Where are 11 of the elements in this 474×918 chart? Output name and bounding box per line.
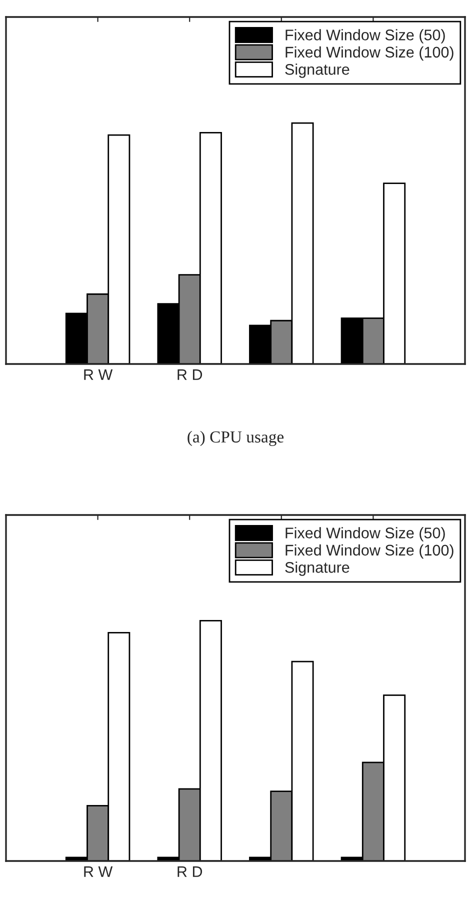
x-tick-label: R D — [178, 369, 202, 380]
legend-label: Signature — [285, 64, 350, 78]
legend-label: Fixed Window Size (100) — [286, 544, 454, 559]
x-tick-label: R D — [178, 866, 202, 877]
legend-label: Fixed Window Size (50) — [286, 29, 445, 44]
legend-label: Fixed Window Size (50) — [286, 527, 445, 542]
legend-label: Signature — [285, 562, 350, 576]
x-tick-label: R W — [84, 369, 113, 380]
text: (a) CPU usage — [188, 430, 284, 446]
x-tick-label: R W — [84, 866, 113, 877]
legend-label: Fixed Window Size (100) — [286, 46, 454, 61]
